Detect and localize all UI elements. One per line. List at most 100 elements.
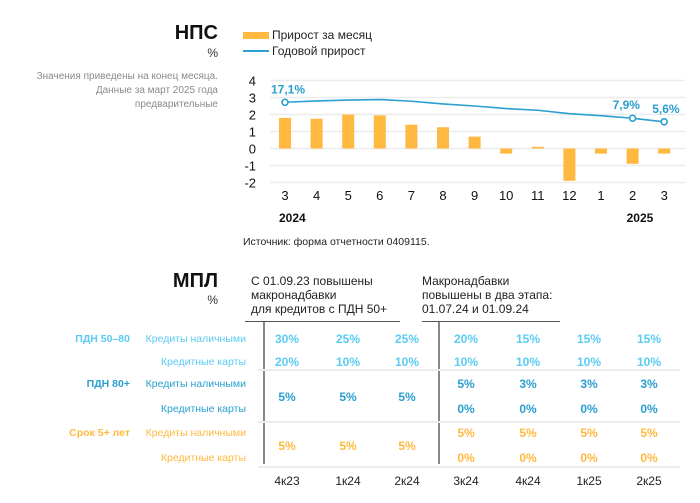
cell-value: 0% — [457, 451, 475, 465]
cell-value: 3% — [640, 377, 658, 391]
cell-value: 10% — [636, 355, 662, 369]
header-line: Макронадбавки — [422, 274, 510, 288]
cell-value-merged: 5% — [398, 389, 416, 404]
header-underline-1 — [245, 321, 400, 322]
cell-value: 3% — [519, 377, 537, 391]
cell-value: 10% — [576, 355, 602, 369]
cell-value: 0% — [640, 402, 658, 416]
bar — [468, 136, 481, 149]
group-label: ПДН 50–80 — [75, 333, 130, 345]
quarter-label: 2к25 — [636, 474, 662, 488]
cell-value: 5% — [519, 426, 537, 440]
legend-bars-label: Прирост за месяц — [272, 28, 372, 42]
nps-note-line: предварительные — [134, 99, 218, 110]
nps-note-line: Значения приведены на конец месяца. — [36, 71, 218, 82]
line-marker — [628, 114, 637, 123]
cell-value: 15% — [636, 332, 662, 346]
chart-legend: Прирост за месяц Годовой прирост — [243, 27, 372, 59]
group-label: Срок 5+ лет — [69, 427, 130, 439]
cell-value: 15% — [515, 332, 541, 346]
bar — [373, 115, 386, 149]
cell-value-merged: 5% — [398, 438, 416, 453]
x-tick-label: 2 — [629, 188, 636, 203]
bar — [437, 127, 449, 149]
divider-period-1 — [263, 322, 265, 464]
cell-value: 0% — [580, 451, 598, 465]
divider-period-2 — [438, 322, 440, 464]
cell-value: 10% — [453, 355, 479, 369]
cell-value: 20% — [453, 332, 479, 346]
quarter-label: 4к23 — [274, 474, 300, 488]
year-label: 2024 — [279, 211, 306, 225]
y-tick-label: -1 — [244, 159, 256, 174]
cell-value-merged: 5% — [278, 438, 296, 453]
row-label: Кредиты наличными — [145, 378, 246, 390]
legend-bar-swatch — [243, 31, 269, 39]
group-label: ПДН 80+ — [86, 378, 130, 390]
bar — [626, 148, 639, 164]
y-tick-label: 0 — [249, 142, 256, 157]
data-label: 17,1% — [271, 82, 305, 96]
data-label: 7,9% — [613, 98, 641, 112]
y-tick-label: 3 — [249, 91, 256, 106]
row-label: Кредитные карты — [160, 403, 246, 415]
mpl-title: МПЛ — [172, 270, 218, 292]
y-tick-label: 2 — [249, 108, 256, 123]
cell-value: 30% — [274, 332, 300, 346]
annual-growth-line — [284, 98, 665, 123]
cell-value: 25% — [394, 332, 420, 346]
x-tick-label: 4 — [313, 188, 320, 203]
quarter-label: 1к25 — [576, 474, 602, 488]
x-tick-label: 8 — [439, 188, 446, 203]
x-tick-label: 11 — [531, 188, 545, 203]
bar — [342, 114, 355, 149]
cell-value: 0% — [640, 451, 658, 465]
bar — [658, 148, 671, 154]
cell-value: 3% — [580, 377, 598, 391]
row-label: Кредиты наличными — [145, 427, 246, 439]
row-label: Кредитные карты — [160, 356, 246, 368]
quarter-label: 4к24 — [515, 474, 541, 488]
nps-unit: % — [207, 46, 218, 60]
cell-value-merged: 5% — [339, 389, 357, 404]
header-line: С 01.09.23 повышены — [251, 274, 373, 288]
row-separator — [258, 421, 680, 423]
bar — [405, 124, 418, 149]
header-underline-2 — [422, 321, 560, 322]
nps-note-line: Данные за март 2025 года — [95, 85, 218, 96]
x-tick-label: 9 — [471, 188, 478, 203]
line-marker — [660, 118, 669, 126]
quarter-label: 1к24 — [335, 474, 361, 488]
cell-value: 0% — [519, 402, 537, 416]
legend-item-bars: Прирост за месяц — [243, 27, 372, 43]
line-marker — [281, 98, 289, 107]
cell-value: 10% — [394, 355, 420, 369]
bar — [500, 148, 513, 154]
header-line: макронадбавки — [251, 288, 337, 302]
x-tick-label: 7 — [408, 188, 415, 203]
x-tick-label: 5 — [345, 188, 352, 203]
bar — [279, 117, 291, 149]
chart-source: Источник: форма отчетности 0409115. — [243, 236, 430, 248]
cell-value: 5% — [640, 426, 658, 440]
quarter-label: 3к24 — [453, 474, 479, 488]
mpl-unit: % — [207, 293, 218, 307]
legend-item-line: Годовой прирост — [243, 43, 372, 59]
cell-value: 25% — [335, 332, 361, 346]
bar — [531, 146, 544, 149]
x-tick-label: 10 — [499, 188, 513, 203]
x-tick-label: 6 — [376, 188, 383, 203]
y-tick-label: 1 — [249, 125, 256, 140]
cell-value-merged: 5% — [339, 438, 357, 453]
header-line: 01.07.24 и 01.09.24 — [422, 302, 529, 316]
cell-value: 5% — [457, 426, 475, 440]
cell-value: 5% — [457, 377, 475, 391]
x-tick-label: 3 — [661, 188, 668, 203]
cell-value: 5% — [580, 426, 598, 440]
nps-title: НПС — [174, 22, 218, 44]
row-separator — [258, 369, 680, 371]
bar — [310, 118, 323, 149]
row-label: Кредиты наличными — [145, 333, 246, 345]
header-line: повышены в два этапа: — [422, 288, 553, 302]
